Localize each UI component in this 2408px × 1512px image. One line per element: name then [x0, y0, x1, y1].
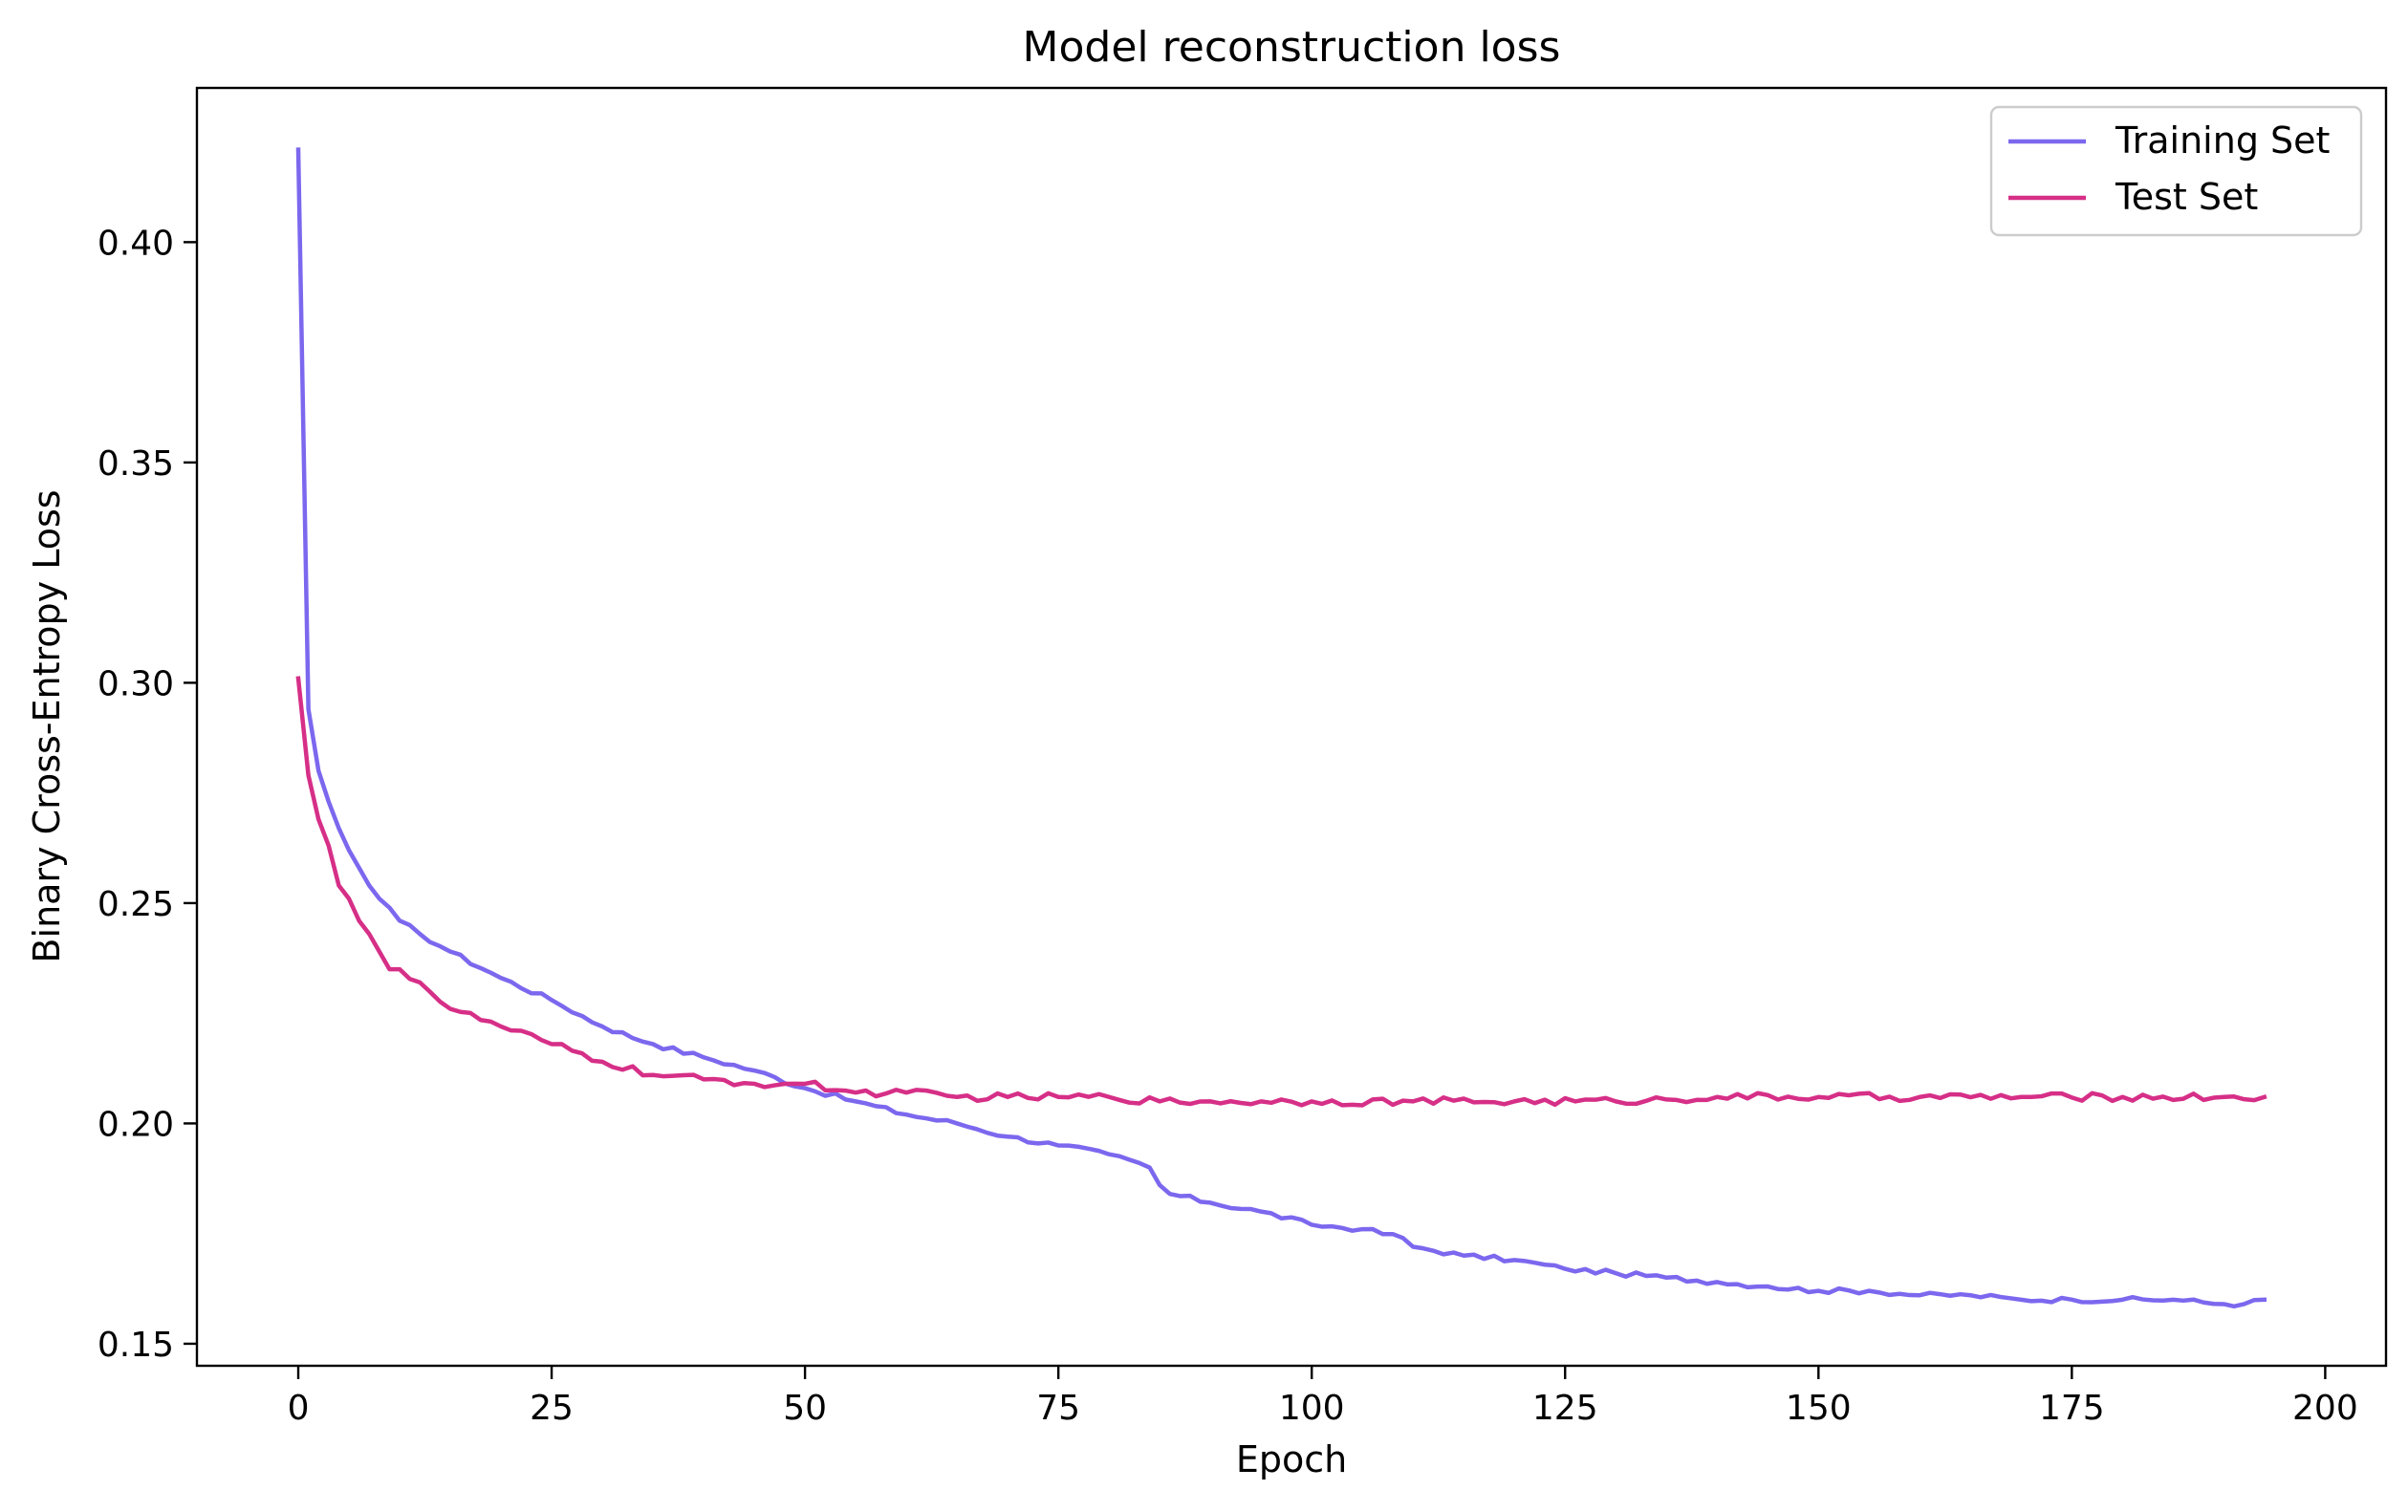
- x-tick-label: 25: [530, 1389, 574, 1428]
- x-tick-label: 150: [1786, 1389, 1852, 1428]
- y-axis: 0.15 0.20 0.25 0.30 0.35 0.40: [98, 224, 197, 1365]
- x-tick-label: 125: [1532, 1389, 1598, 1428]
- plot-area: [295, 147, 2267, 1309]
- y-tick-label: 0.35: [98, 444, 174, 484]
- plot-frame: [195, 86, 2388, 1368]
- legend: Training Set Test Set: [1989, 105, 2363, 237]
- series-line-training-set: [295, 147, 2267, 1309]
- x-axis-title: Epoch: [1236, 1438, 1347, 1480]
- x-tick-label: 0: [288, 1389, 310, 1428]
- y-tick-label: 0.30: [98, 664, 174, 703]
- x-tick-label: 50: [783, 1389, 827, 1428]
- y-tick-label: 0.20: [98, 1105, 174, 1144]
- x-tick-label: 100: [1279, 1389, 1345, 1428]
- series-line-test-set: [295, 676, 2267, 1108]
- x-tick-label: 200: [2292, 1389, 2358, 1428]
- x-tick-label: 75: [1036, 1389, 1080, 1428]
- y-tick-label: 0.40: [98, 224, 174, 263]
- legend-label-training-set: Training Set: [2115, 119, 2330, 162]
- legend-box: [1989, 105, 2363, 237]
- series-layer: [295, 147, 2267, 1309]
- legend-label-test-set: Test Set: [2115, 176, 2258, 218]
- x-tick-label: 175: [2039, 1389, 2105, 1428]
- y-axis-title: Binary Cross-Entropy Loss: [26, 489, 68, 962]
- x-axis: 0 25 50 75 100 125 150 175 200: [288, 1366, 2358, 1428]
- y-tick-label: 0.25: [98, 885, 174, 924]
- chart-title: Model reconstruction loss: [1023, 23, 1561, 72]
- y-tick-label: 0.15: [98, 1326, 174, 1365]
